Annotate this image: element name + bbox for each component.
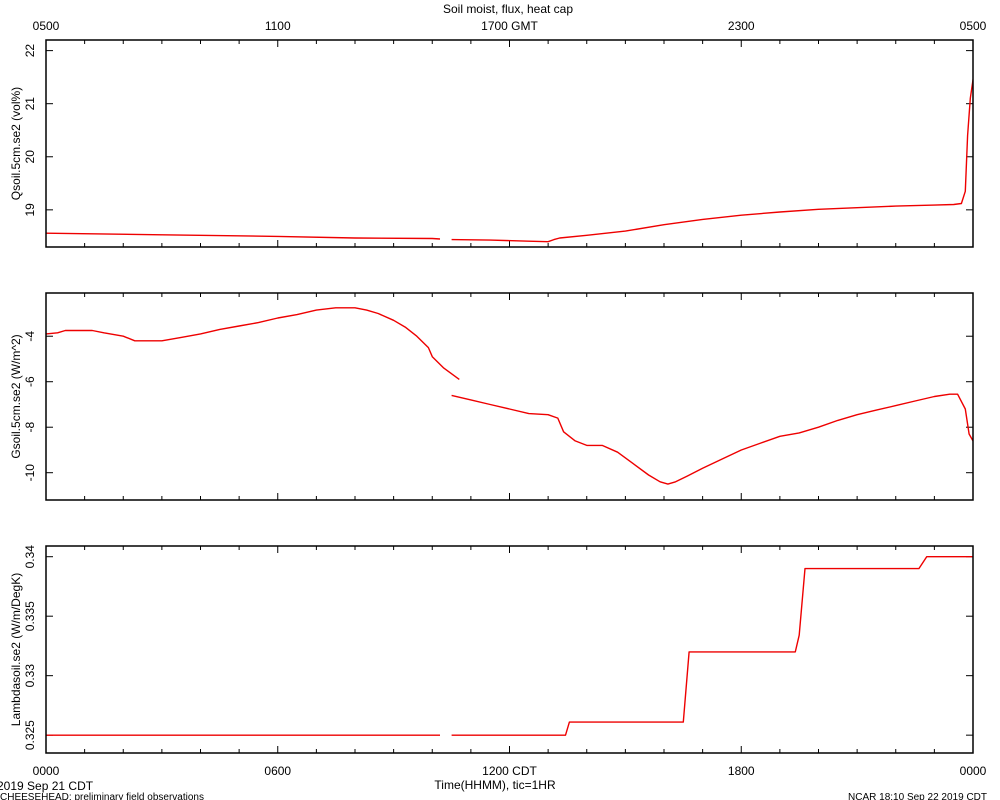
panel-frame — [45, 292, 974, 501]
x-axis-title: Time(HHMM), tic=1HR — [434, 778, 556, 792]
project-note: CHEESEHEAD: preliminary field observatio… — [0, 792, 204, 800]
series-group — [46, 307, 973, 485]
y-tick-label: -4 — [23, 331, 37, 342]
top-tick-label: 0500 — [33, 19, 60, 33]
y-axis-title: Lambdasoil.se2 (W/m/DegK) — [9, 573, 23, 726]
y-tick-label: 22 — [23, 44, 37, 58]
chart-title: Soil moist, flux, heat cap — [443, 2, 573, 16]
bottom-tick-label: 1200 CDT — [482, 764, 537, 778]
top-tick-label: 2300 — [728, 19, 755, 33]
top-tick-label: 1100 — [265, 19, 291, 33]
chart-panels: 19 20 21 22 Qsoil.5cm.se2 (vol%) -4 -6 -8 -10Gso… — [9, 39, 974, 754]
top-tick-label: 0500 — [960, 19, 987, 33]
top-tick-label: 1700 GMT — [481, 19, 538, 33]
y-axis-title: Gsoil.5cm.se2 (W/m^2) — [9, 334, 23, 458]
bottom-tick-label: 0000 — [960, 764, 987, 778]
series-line-segment-2 — [451, 393, 973, 485]
series-group — [46, 77, 973, 243]
series-line-segment-1 — [46, 232, 441, 240]
start-date-label: 2019 Sep 21 CDT — [0, 779, 94, 793]
bottom-tick-label: 0600 — [264, 764, 291, 778]
series-line-segment-2 — [451, 556, 973, 736]
y-axis-title: Qsoil.5cm.se2 (vol%) — [9, 87, 23, 200]
series-line-segment-2 — [451, 77, 973, 243]
series-group — [46, 556, 973, 736]
bottom-tick-label: 0000 — [33, 764, 60, 778]
y-tick-label: 19 — [23, 203, 37, 217]
y-tick-label: -6 — [23, 376, 37, 387]
y-tick-label: 0.33 — [23, 664, 37, 688]
y-tick-label: -10 — [23, 464, 37, 482]
panel-frame — [45, 39, 974, 248]
y-tick-label: 20 — [23, 150, 37, 164]
y-tick-label: 0.325 — [23, 720, 37, 750]
panel-frame — [45, 545, 974, 754]
y-tick-label: -8 — [23, 422, 37, 433]
y-tick-label: 0.335 — [23, 601, 37, 631]
bottom-tick-label: 1800 — [728, 764, 755, 778]
bottom-time-axis: 0000 0600 1200 CDT 1800 0000 — [33, 764, 987, 778]
series-line-segment-1 — [46, 307, 460, 380]
panel-1: 19 20 21 22 Qsoil.5cm.se2 (vol%) — [9, 39, 974, 248]
top-time-axis: 0500 1100 1700 GMT 2300 0500 — [33, 19, 987, 33]
y-tick-label: 21 — [23, 97, 37, 111]
generation-stamp: NCAR 18:10 Sep 22 2019 CDT — [848, 792, 987, 800]
y-tick-label: 0.34 — [23, 545, 37, 569]
